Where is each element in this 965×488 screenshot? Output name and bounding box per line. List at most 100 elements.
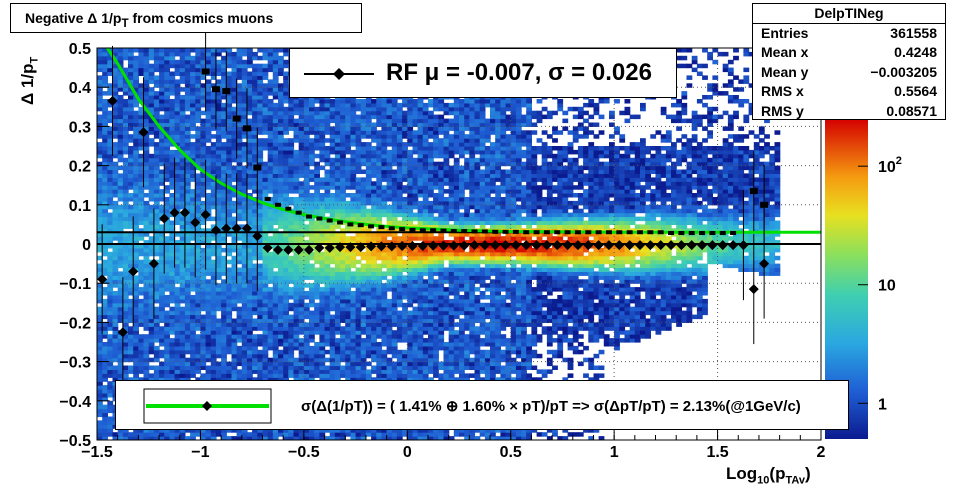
heatmap-cell	[117, 314, 124, 320]
heatmap-cell	[221, 330, 227, 335]
heatmap-cell	[97, 102, 103, 108]
heatmap-cell	[143, 149, 150, 155]
heatmap-cell	[236, 279, 243, 284]
heatmap-cell	[210, 204, 217, 210]
heatmap-cell	[179, 153, 186, 159]
heatmap-cell	[107, 232, 114, 237]
heatmap-cell	[210, 432, 217, 437]
heatmap-cell	[128, 247, 134, 253]
heatmap-cell	[329, 365, 336, 370]
heatmap-cell	[205, 197, 212, 202]
heatmap-cell	[143, 361, 150, 367]
heatmap-cell	[143, 377, 150, 382]
heatmap-cell	[247, 106, 253, 112]
heatmap-cell	[272, 377, 279, 382]
heatmap-cell	[283, 373, 289, 378]
heatmap-cell	[221, 314, 227, 320]
heatmap-cell	[190, 153, 196, 159]
heatmap-cell	[309, 118, 315, 124]
heatmap-cell	[319, 259, 326, 265]
heatmap-cell	[102, 326, 108, 331]
heatmap-cell	[355, 193, 362, 198]
heatmap-cell	[236, 208, 243, 214]
heatmap-cell	[324, 342, 331, 347]
heatmap-cell	[360, 322, 367, 327]
heatmap-cell	[174, 373, 181, 378]
heatmap-cell	[278, 236, 284, 241]
heatmap-cell	[231, 51, 238, 57]
heatmap-cell	[293, 432, 300, 437]
heatmap-cell	[345, 212, 351, 218]
heatmap-cell	[128, 302, 134, 308]
heatmap-cell	[200, 189, 207, 194]
heatmap-cell	[371, 283, 377, 288]
heatmap-cell	[340, 185, 346, 190]
heatmap-cell	[272, 302, 279, 308]
heatmap-cell	[329, 251, 336, 257]
heatmap-cell	[365, 314, 372, 320]
heatmap-cell	[350, 99, 357, 104]
heatmap-cell	[184, 216, 191, 222]
heatmap-cell	[200, 330, 207, 335]
heatmap-cell	[107, 161, 114, 167]
heatmap-cell	[293, 275, 300, 280]
heatmap-cell	[298, 224, 305, 229]
heatmap-cell	[138, 95, 145, 100]
heatmap-cell	[340, 318, 346, 323]
heatmap-cell	[360, 436, 367, 440]
heatmap-cell	[215, 342, 222, 347]
heatmap-cell	[133, 342, 139, 347]
heatmap-cell	[355, 345, 362, 351]
heatmap-cell	[267, 91, 274, 96]
heatmap-cell	[288, 428, 295, 433]
heatmap-cell	[128, 353, 134, 359]
heatmap-cell	[169, 267, 176, 272]
heatmap-cell	[184, 48, 191, 53]
heatmap-cell	[200, 110, 207, 116]
heatmap-cell	[148, 357, 155, 363]
heatmap-cell	[174, 361, 181, 367]
heatmap-cell	[350, 310, 357, 316]
heatmap-cell	[133, 251, 139, 257]
heatmap-cell	[329, 99, 336, 104]
heatmap-cell	[355, 373, 362, 378]
heatmap-cell	[138, 106, 145, 112]
heatmap-cell	[143, 126, 150, 131]
heatmap-cell	[143, 334, 150, 339]
heatmap-cell	[133, 275, 139, 280]
heatmap-cell	[257, 263, 264, 269]
heatmap-cell	[288, 259, 295, 265]
heatmap-cell	[365, 153, 372, 159]
heatmap-cell	[257, 357, 264, 363]
heatmap-cell	[128, 87, 134, 92]
heatmap-cell	[345, 330, 351, 335]
heatmap-cell	[128, 334, 134, 339]
heatmap-cell	[298, 259, 305, 265]
heatmap-cell	[252, 275, 258, 280]
heatmap-cell	[298, 142, 305, 147]
heatmap-cell	[262, 291, 269, 296]
heatmap-cell	[221, 110, 227, 116]
heatmap-cell	[360, 146, 367, 151]
heatmap-cell	[164, 267, 170, 272]
heatmap-cell	[205, 369, 212, 374]
heatmap-cell	[200, 338, 207, 343]
heatmap-cell	[252, 169, 258, 174]
heatmap-cell	[138, 291, 145, 296]
heatmap-cell	[324, 118, 331, 124]
heatmap-cell	[247, 169, 253, 174]
heatmap-cell	[221, 310, 227, 316]
heatmap-cell	[257, 334, 264, 339]
heatmap-cell	[371, 357, 377, 363]
heatmap-cell	[221, 322, 227, 327]
heatmap-cell	[247, 255, 253, 261]
heatmap-cell	[195, 283, 202, 288]
heatmap-cell	[226, 59, 233, 65]
heatmap-cell	[262, 349, 269, 355]
heatmap-cell	[179, 157, 186, 163]
heatmap-cell	[148, 432, 155, 437]
heatmap-cell	[283, 200, 289, 206]
heatmap-cell	[340, 369, 346, 374]
heatmap-cell	[365, 326, 372, 331]
heatmap-cell	[236, 357, 243, 363]
